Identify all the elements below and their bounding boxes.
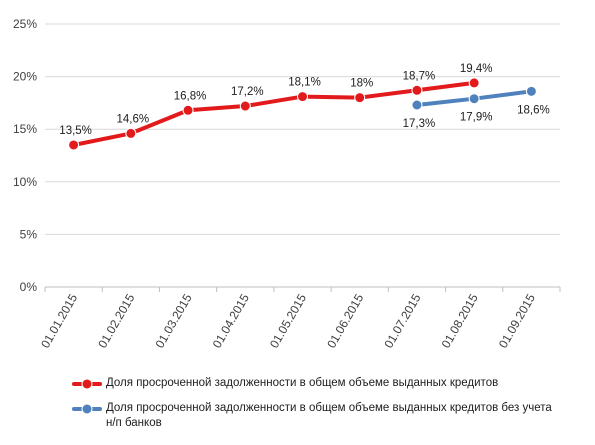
legend-label: Доля просроченной задолженности в общем … <box>106 402 552 429</box>
series-points <box>68 77 537 151</box>
data-label: 16,8% <box>174 90 207 102</box>
data-point <box>468 93 480 105</box>
data-label: 17,2% <box>231 86 264 98</box>
x-tick-label: 01.04.2015 <box>210 291 252 350</box>
data-label: 18% <box>350 78 373 90</box>
data-point <box>411 99 423 111</box>
data-label: 18,6% <box>517 104 550 116</box>
data-point <box>411 84 423 96</box>
y-axis: 0% 5% 10% 15% 20% 25% <box>13 17 37 294</box>
data-point <box>297 91 308 103</box>
legend-swatch <box>72 403 102 415</box>
data-label: 18,1% <box>288 77 321 89</box>
x-axis: 01.01.2015 01.02.2015 01.03.2015 01.04.2015… <box>38 287 561 351</box>
y-tick-label: 0% <box>20 280 38 294</box>
x-tick-label: 01.09.2015 <box>496 291 538 350</box>
x-tick-label: 01.08.2015 <box>439 291 481 350</box>
x-tick-label: 01.02.2015 <box>95 291 137 350</box>
x-tick-label: 01.06.2015 <box>324 291 366 350</box>
data-label: 17,9% <box>460 112 493 124</box>
data-label: 17,3% <box>403 118 436 130</box>
y-tick-label: 15% <box>13 122 37 136</box>
x-tick-label: 01.01.2015 <box>38 291 80 350</box>
data-point <box>125 127 137 139</box>
data-label: 13,5% <box>59 125 92 137</box>
x-tick-label: 01.07.2015 <box>381 291 423 350</box>
data-label: 14,6% <box>117 113 150 125</box>
x-tick-label: 01.05.2015 <box>267 291 309 350</box>
data-point <box>239 100 251 112</box>
legend-label: Доля просроченной задолженности в общем … <box>106 377 499 389</box>
series-line-1 <box>71 80 477 147</box>
data-point <box>468 77 480 89</box>
data-point <box>525 85 537 97</box>
data-point <box>354 92 366 104</box>
legend-marker <box>81 378 93 390</box>
legend-marker <box>81 403 93 415</box>
legend-swatch <box>72 378 102 390</box>
data-label: 19,4% <box>460 63 493 75</box>
y-tick-label: 25% <box>13 17 37 31</box>
data-label: 18,7% <box>403 70 436 82</box>
x-tick-label: 01.03.2015 <box>152 291 194 350</box>
data-point <box>182 104 194 116</box>
data-point <box>68 139 80 151</box>
y-tick-label: 20% <box>13 70 37 84</box>
data-labels: 13,5% 14,6% 16,8% 17,2% 18,1% 18% 18,7% 19,4% 17… <box>59 63 549 137</box>
y-tick-label: 5% <box>20 227 38 241</box>
y-tick-label: 10% <box>13 175 37 189</box>
